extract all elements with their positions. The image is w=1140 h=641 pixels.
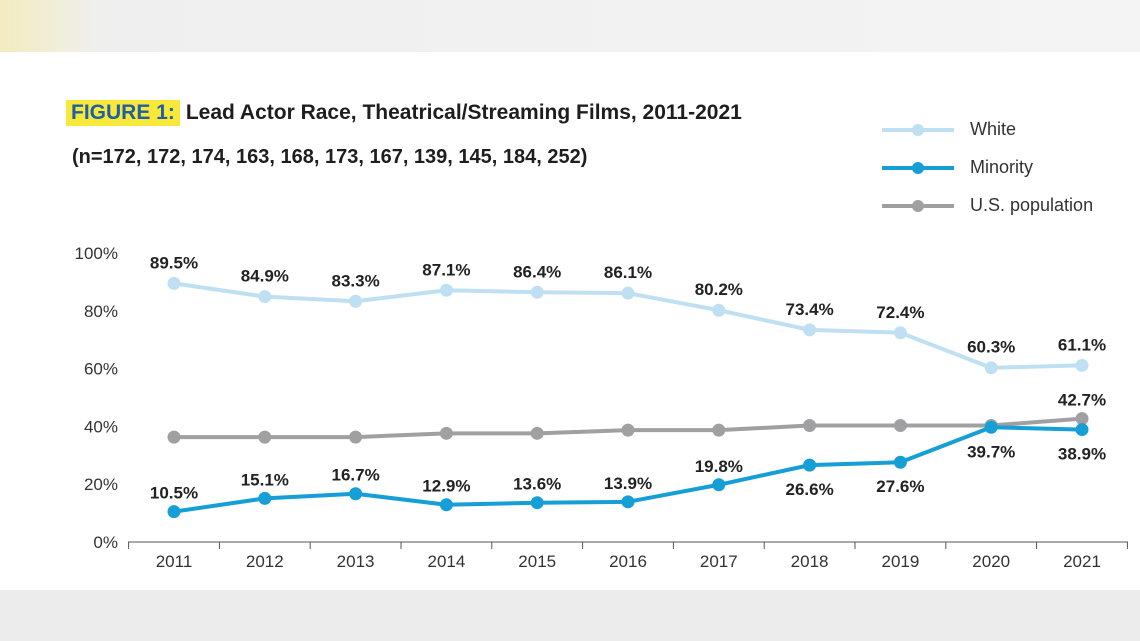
- x-tick-label: 2020: [972, 552, 1010, 571]
- data-point-us-population: [167, 430, 181, 444]
- data-label-white: 80.2%: [695, 280, 743, 299]
- x-tick-label: 2016: [609, 552, 647, 571]
- chart-subtitle: (n=172, 172, 174, 163, 168, 173, 167, 13…: [72, 146, 588, 168]
- x-tick-label: 2014: [427, 552, 465, 571]
- data-point-white: [984, 361, 998, 375]
- data-point-us-population: [349, 430, 363, 444]
- data-point-us-population: [893, 419, 907, 433]
- data-label-minority: 27.6%: [876, 477, 924, 496]
- data-point-us-population: [1075, 412, 1089, 426]
- data-label-minority: 13.6%: [513, 475, 561, 494]
- data-label-white: 84.9%: [241, 267, 289, 286]
- y-tick-label: 100%: [75, 244, 118, 263]
- data-label-minority: 19.8%: [695, 457, 743, 476]
- x-tick-label: 2015: [518, 552, 556, 571]
- y-tick-label: 0%: [93, 533, 118, 552]
- data-label-minority: 16.7%: [331, 466, 379, 485]
- data-label-minority: 13.9%: [604, 474, 652, 493]
- data-point-minority: [712, 478, 726, 492]
- data-label-minority: 15.1%: [241, 470, 289, 489]
- data-point-white: [621, 286, 635, 300]
- legend-item-us-population: U.S. population: [880, 192, 1120, 230]
- data-label-white: 83.3%: [331, 271, 379, 290]
- y-tick-label: 20%: [84, 475, 118, 494]
- data-label-white: 72.4%: [876, 303, 924, 322]
- data-point-white: [893, 326, 907, 340]
- data-point-white: [530, 285, 544, 299]
- data-label-white: 86.1%: [604, 263, 652, 282]
- legend-item-white: White: [880, 116, 1120, 154]
- x-tick-label: 2012: [246, 552, 284, 571]
- legend-swatch-us-population: [882, 200, 954, 212]
- figure-title: FIGURE 1: Lead Actor Race, Theatrical/Str…: [66, 100, 742, 126]
- legend-label-white: White: [970, 119, 1017, 139]
- x-tick-label: 2017: [700, 552, 738, 571]
- legend-swatch-minority: [882, 162, 954, 174]
- data-point-white: [803, 323, 817, 337]
- data-label-minority: 39.7%: [967, 442, 1015, 461]
- data-point-us-population: [621, 423, 635, 437]
- data-label-white: 61.1%: [1058, 335, 1106, 354]
- legend-label-us-population: U.S. population: [970, 195, 1094, 215]
- data-point-minority: [1075, 423, 1089, 437]
- data-point-white: [167, 276, 181, 290]
- data-point-white: [1075, 358, 1089, 372]
- chart-legend: White Minority U.S. population: [880, 116, 1120, 230]
- data-label-white: 86.4%: [513, 262, 561, 281]
- data-label-minority: 12.9%: [422, 477, 470, 496]
- data-point-minority: [349, 487, 363, 501]
- data-label-minority: 38.9%: [1058, 445, 1106, 464]
- data-point-minority: [984, 420, 998, 434]
- data-label-white: 60.3%: [967, 338, 1015, 357]
- y-tick-label: 60%: [84, 360, 118, 379]
- data-point-white: [349, 294, 363, 308]
- legend-label-minority: Minority: [970, 157, 1034, 177]
- data-point-minority: [258, 491, 272, 505]
- data-point-minority: [893, 455, 907, 469]
- data-label-minority: 10.5%: [150, 484, 198, 503]
- data-point-us-population: [530, 426, 544, 440]
- x-tick-label: 2013: [337, 552, 375, 571]
- data-label-us-population: 42.7%: [1058, 391, 1106, 410]
- chart-title: Lead Actor Race, Theatrical/Streaming Fi…: [185, 101, 742, 124]
- x-tick-label: 2018: [791, 552, 829, 571]
- x-tick-label: 2019: [881, 552, 919, 571]
- data-point-us-population: [258, 430, 272, 444]
- data-point-us-population: [712, 423, 726, 437]
- figure-panel: [0, 52, 1140, 590]
- data-label-white: 73.4%: [785, 300, 833, 319]
- data-point-white: [258, 290, 272, 304]
- legend-item-minority: Minority: [880, 154, 1120, 192]
- data-point-minority: [167, 505, 181, 519]
- data-point-us-population: [439, 426, 453, 440]
- data-label-white: 87.1%: [422, 260, 470, 279]
- x-tick-label: 2021: [1063, 552, 1101, 571]
- data-point-minority: [530, 496, 544, 510]
- bottom-background-strip: [0, 590, 1140, 641]
- data-point-white: [439, 283, 453, 297]
- data-point-us-population: [803, 419, 817, 433]
- data-label-white: 89.5%: [150, 253, 198, 272]
- data-point-minority: [439, 498, 453, 512]
- data-point-minority: [621, 495, 635, 509]
- y-tick-label: 40%: [84, 417, 118, 436]
- figure-number-label: FIGURE 1:: [66, 100, 180, 126]
- top-background-strip: [0, 0, 1140, 52]
- legend-swatch-white: [882, 124, 954, 136]
- x-tick-label: 2011: [156, 552, 193, 571]
- data-label-minority: 26.6%: [785, 480, 833, 499]
- data-point-minority: [803, 458, 817, 472]
- y-tick-label: 80%: [84, 302, 118, 321]
- data-point-white: [712, 303, 726, 317]
